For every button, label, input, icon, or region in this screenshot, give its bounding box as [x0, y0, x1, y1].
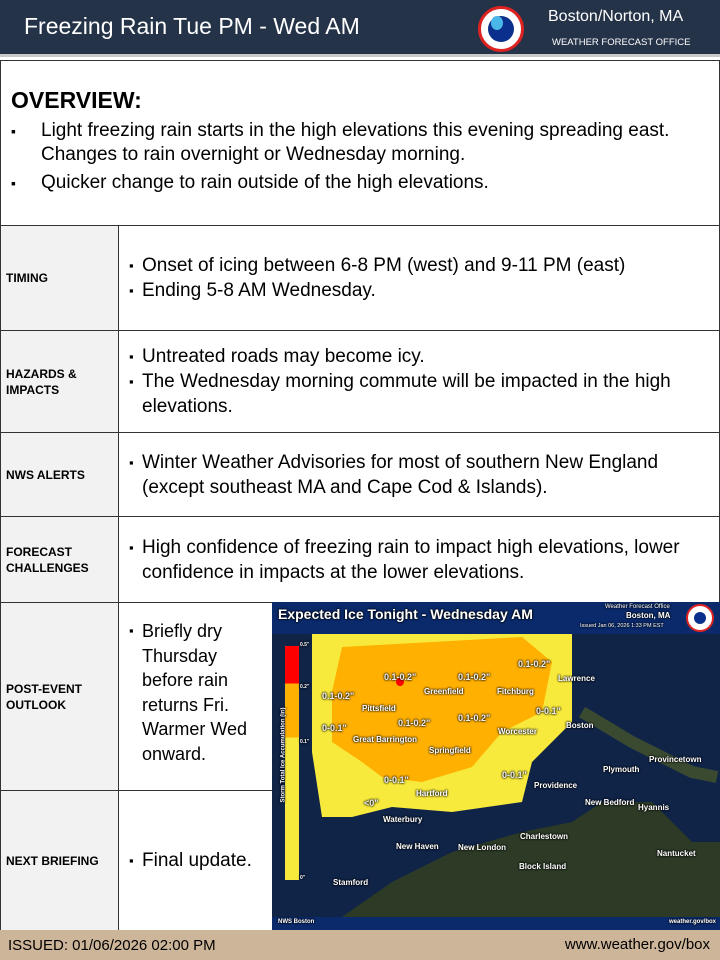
row-label: FORECAST CHALLENGES [1, 517, 119, 602]
office-name: Boston/Norton, MA [548, 8, 684, 25]
row-bullet: Untreated roads may become icy. [129, 344, 709, 369]
ice-amount-label: 0.1-0.2" [518, 659, 551, 669]
row-bullet: High confidence of freezing rain to impa… [129, 535, 709, 585]
row-hazards: HAZARDS & IMPACTS Untreated roads may be… [0, 331, 720, 433]
city-label: New Haven [396, 842, 439, 851]
row-label: POST-EVENT OUTLOOK [1, 603, 119, 790]
city-label: New London [458, 843, 506, 852]
map-office: Weather Forecast Office [605, 604, 670, 610]
city-label: Fitchburg [497, 687, 534, 696]
legend-tick: 0.2" [300, 684, 310, 690]
map-footer-bar [272, 917, 720, 930]
row-alerts: NWS ALERTS Winter Weather Advisories for… [0, 433, 720, 517]
ice-zone-high [396, 678, 404, 686]
row-label: NEXT BRIEFING [1, 791, 119, 930]
row-label: NWS ALERTS [1, 433, 119, 516]
map-city: Boston, MA [626, 611, 671, 620]
row-timing: TIMING Onset of icing between 6-8 PM (we… [0, 226, 720, 331]
row-bullet: Winter Weather Advisories for most of so… [129, 450, 709, 500]
map-issued: Issued Jan 06, 2026 1:33 PM EST [580, 623, 664, 629]
legend-color-bar [285, 646, 299, 880]
city-label: Great Barrington [353, 735, 418, 744]
ice-amount-label: 0.1-0.2" [398, 718, 431, 728]
city-label: Charlestown [520, 832, 569, 841]
city-label: Greenfield [424, 687, 464, 696]
legend-title: Storm Total Ice Accumulation (in) [280, 707, 287, 803]
map-nws-logo [686, 604, 714, 632]
ice-amount-label: 0-0.1" [502, 770, 527, 780]
city-label: Nantucket [657, 849, 696, 858]
row-bullet: Onset of icing between 6-8 PM (west) and… [129, 253, 709, 278]
row-bullet: The Wednesday morning commute will be im… [129, 369, 709, 419]
legend-tick: 0.1" [300, 739, 310, 745]
city-label: Waterbury [383, 815, 423, 824]
overview-bullet: Quicker change to rain outside of the hi… [11, 171, 711, 195]
overview-heading: OVERVIEW: [11, 87, 142, 113]
overview-section: OVERVIEW: Light freezing rain starts in … [0, 60, 720, 226]
row-bullet: Ending 5-8 AM Wednesday. [129, 278, 709, 303]
city-label: Stamford [333, 878, 369, 887]
city-label: Pittsfield [362, 704, 396, 713]
website-link[interactable]: www.weather.gov/box [564, 936, 710, 953]
row-bullet: Final update. [129, 848, 262, 873]
row-post-event: POST-EVENT OUTLOOK Briefly dry Thursday … [0, 603, 720, 791]
city-label: Boston [566, 721, 594, 730]
legend-tick: 0.5" [300, 642, 310, 648]
city-label: Plymouth [603, 765, 640, 774]
office-subtitle: WEATHER FORECAST OFFICE [552, 37, 691, 48]
header: Freezing Rain Tue PM - Wed AM Boston/Nor… [0, 0, 720, 57]
city-label: Block Island [519, 862, 567, 871]
map-title-bar [272, 602, 720, 634]
city-label: Hyannis [638, 803, 670, 812]
city-label: Providence [534, 781, 578, 790]
ice-amount-label: 0.1-0.2" [384, 672, 417, 682]
map-footer-left: NWS Boston [278, 919, 315, 925]
ice-amount-label: 0-0.1" [536, 706, 561, 716]
nws-logo [478, 6, 524, 52]
row-label: TIMING [1, 226, 119, 330]
city-label: Hartford [416, 789, 448, 798]
legend-tick: 0" [300, 875, 306, 881]
ice-amount-label: <0" [364, 798, 379, 808]
ice-forecast-map: Expected Ice Tonight - Wednesday AM Weat… [272, 602, 720, 930]
row-forecast-challenges: FORECAST CHALLENGES High confidence of f… [0, 517, 720, 603]
ice-amount-label: 0.1-0.2" [458, 713, 491, 723]
ice-amount-label: 0-0.1" [322, 723, 347, 733]
page-title: Freezing Rain Tue PM - Wed AM [24, 13, 360, 39]
ice-zone-mid [332, 637, 552, 782]
row-label: HAZARDS & IMPACTS [1, 331, 119, 432]
ice-amount-label: 0.1-0.2" [322, 691, 355, 701]
map-title: Expected Ice Tonight - Wednesday AM [278, 606, 533, 622]
map-footer-right: weather.gov/box [668, 919, 716, 925]
city-label: New Bedford [585, 798, 635, 807]
footer: ISSUED: 01/06/2026 02:00 PM www.weather.… [0, 930, 720, 960]
map-graphic [272, 632, 720, 917]
overview-list: Light freezing rain starts in the high e… [11, 119, 711, 199]
ice-amount-label: 0-0.1" [384, 775, 409, 785]
overview-bullet: Light freezing rain starts in the high e… [11, 119, 711, 167]
city-label: Lawrence [558, 674, 595, 683]
row-bullet: Briefly dry Thursday before rain returns… [129, 619, 262, 766]
city-label: Springfield [429, 746, 471, 755]
city-label: Worcester [498, 727, 537, 736]
issued-time: ISSUED: 01/06/2026 02:00 PM [8, 937, 216, 954]
ice-amount-label: 0.1-0.2" [458, 672, 491, 682]
city-label: Provincetown [649, 755, 702, 764]
